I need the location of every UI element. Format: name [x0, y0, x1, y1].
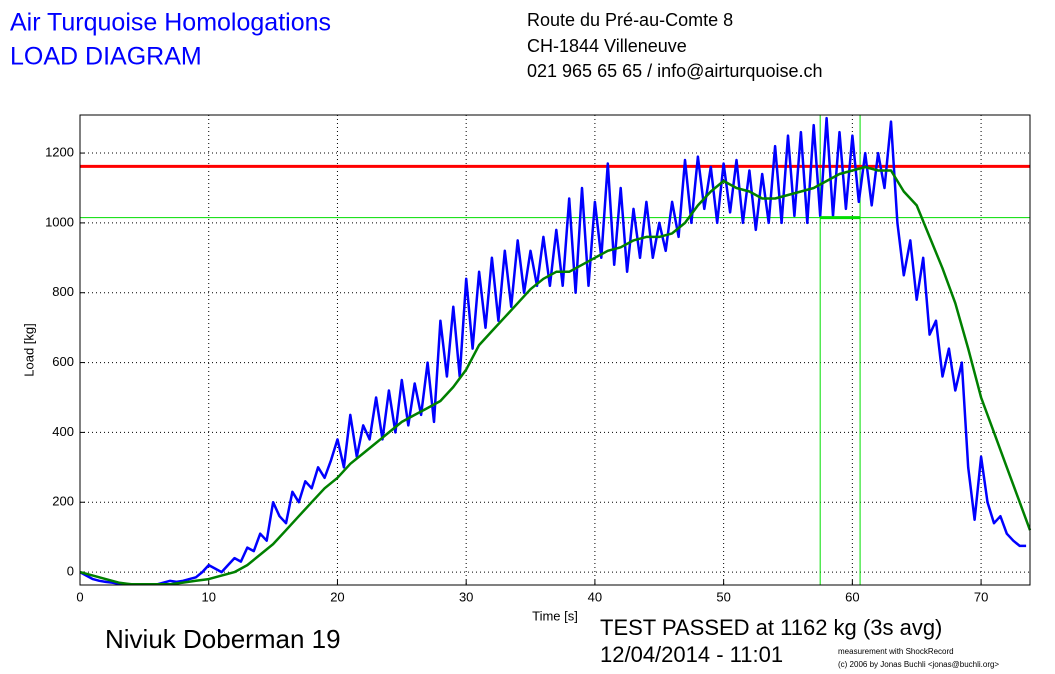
address: Route du Pré-au-Comte 8: [527, 10, 733, 30]
data-line: [79, 116, 1027, 586]
plot-area: [80, 115, 1030, 585]
x-tick-label: 70: [974, 589, 988, 604]
data-line: [79, 165, 1032, 586]
result: TEST PASSED at 1162 kg (3s avg): [600, 615, 942, 640]
x-tick-label: 30: [459, 589, 473, 604]
y-tick-label: 600: [52, 354, 74, 369]
y-tick-label: 400: [52, 424, 74, 439]
subtitle: LOAD DIAGRAM: [10, 43, 202, 71]
glider-name: Niviuk Doberman 19: [105, 624, 341, 654]
address: CH-1844 Villeneuve: [527, 36, 687, 56]
x-tick-label: 40: [588, 589, 602, 604]
credit: (c) 2006 by Jonas Buchli <jonas@buchli.o…: [838, 660, 999, 669]
title: Air Turquoise Homologations: [10, 9, 331, 37]
x-tick-label: 50: [716, 589, 730, 604]
y-tick-label: 0: [67, 564, 74, 579]
x-tick-label: 20: [330, 589, 344, 604]
y-tick-label: 1200: [45, 144, 74, 159]
plot-frame: [79, 114, 1031, 586]
y-axis-label: Load [kg]: [21, 323, 36, 377]
credit: measurement with ShockRecord: [838, 647, 954, 656]
y-tick-label: 800: [52, 284, 74, 299]
address: 021 965 65 65 / info@airturquoise.ch: [527, 61, 822, 81]
x-tick-label: 10: [201, 589, 215, 604]
x-tick-label: 0: [76, 589, 83, 604]
x-tick-label: 60: [845, 589, 859, 604]
y-tick-label: 1000: [45, 214, 74, 229]
y-tick-label: 200: [52, 494, 74, 509]
date: 12/04/2014 - 11:01: [600, 642, 783, 667]
x-axis-label: Time [s]: [532, 608, 578, 623]
